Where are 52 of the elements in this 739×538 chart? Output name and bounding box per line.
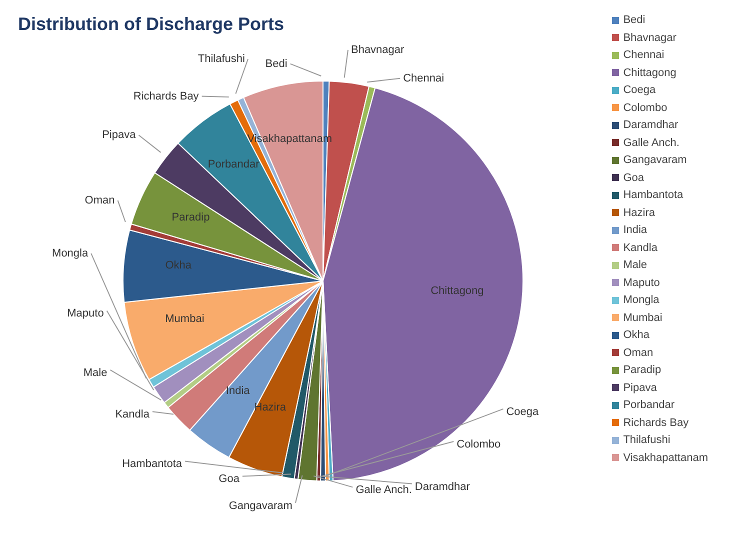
slice-label: Kandla bbox=[115, 408, 150, 421]
slice-label: Chennai bbox=[403, 72, 444, 84]
slice-label: Male bbox=[83, 366, 108, 379]
slice-label: Oman bbox=[84, 194, 115, 206]
slice-label: Gangavaram bbox=[228, 500, 292, 512]
slice-label: Coega bbox=[506, 406, 540, 418]
legend-label: Mongla bbox=[623, 294, 660, 306]
legend-label: Chittagong bbox=[623, 66, 676, 78]
legend-label: Thilafushi bbox=[623, 434, 670, 446]
legend-label: Goa bbox=[623, 172, 644, 184]
legend-label: Paradip bbox=[623, 364, 662, 376]
slice-label: Okha bbox=[165, 259, 192, 272]
slice-label: India bbox=[226, 384, 251, 397]
legend-label: Gangavaram bbox=[623, 154, 687, 166]
slice-label: Mumbai bbox=[165, 312, 204, 325]
slice-label: Mongla bbox=[52, 247, 89, 260]
slice-label: Colombo bbox=[456, 438, 501, 451]
legend-label: India bbox=[623, 224, 648, 236]
legend-label: Kandla bbox=[623, 242, 658, 254]
slice-label: Porbandar bbox=[208, 158, 260, 170]
legend-label: Bhavnagar bbox=[623, 32, 676, 44]
slice-label: Hazira bbox=[254, 402, 287, 414]
legend-label: Oman bbox=[623, 346, 654, 358]
slice-label: Hambantota bbox=[122, 458, 183, 470]
slice-label: Daramdhar bbox=[414, 480, 470, 493]
legend-label: Visakhapattanam bbox=[623, 452, 708, 464]
legend-label: Coega bbox=[623, 84, 656, 96]
legend-label: Bedi bbox=[623, 14, 646, 26]
slice-label: Maputo bbox=[67, 308, 104, 320]
legend-label: Okha bbox=[623, 329, 650, 341]
slice-label: Pipava bbox=[102, 129, 137, 142]
slice-label: Thilafushi bbox=[198, 53, 245, 66]
legend-label: Chennai bbox=[623, 49, 664, 61]
legend-label: Hazira bbox=[623, 206, 655, 218]
legend-label: Male bbox=[623, 259, 648, 271]
slice-label: Paradip bbox=[172, 212, 210, 224]
slice-label: Chittagong bbox=[430, 284, 484, 297]
legend-label: Hambantota bbox=[623, 189, 684, 201]
legend-label: Pipava bbox=[623, 382, 657, 394]
slice-label: Galle Anch. bbox=[356, 484, 412, 496]
legend-label: Maputo bbox=[623, 276, 660, 288]
legend-label: Colombo bbox=[623, 102, 668, 114]
slice-label: Richards Bay bbox=[133, 90, 200, 102]
slice-label: Goa bbox=[218, 473, 240, 486]
chart-title: Distribution of Discharge Ports bbox=[18, 14, 284, 35]
slice-label: Bedi bbox=[265, 58, 288, 70]
legend-label: Porbandar bbox=[623, 399, 675, 411]
legend-label: Daramdhar bbox=[623, 119, 678, 131]
legend-label: Mumbai bbox=[623, 312, 662, 324]
slice-label: Bhavnagar bbox=[350, 44, 405, 56]
legend-label: Richards Bay bbox=[623, 416, 689, 428]
legend-label: Galle Anch. bbox=[623, 136, 680, 148]
